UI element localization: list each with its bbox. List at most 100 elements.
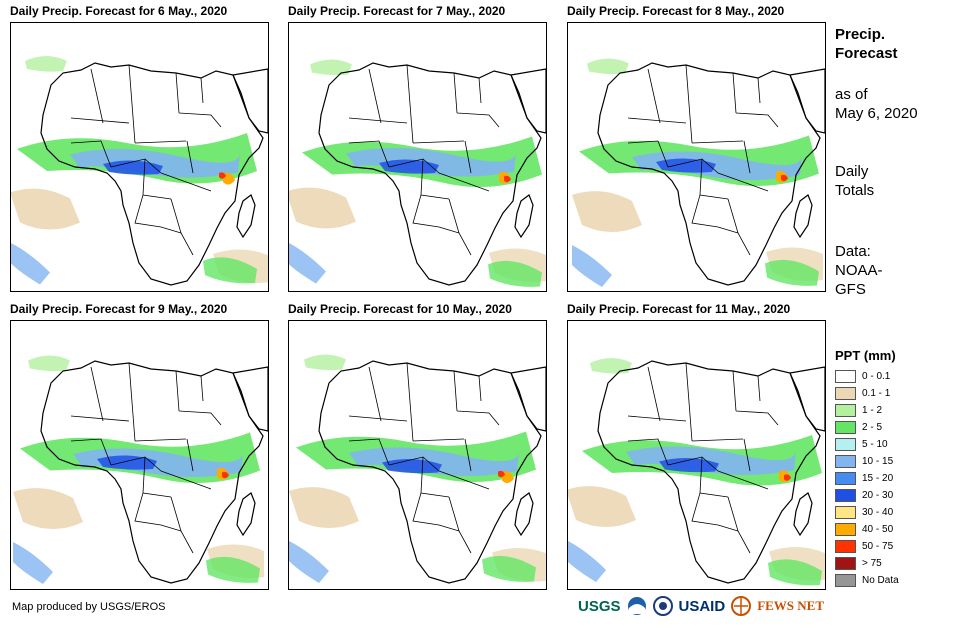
precip-area [768,559,822,586]
forecast-panel-2: Daily Precip. Forecast for 7 May., 2020 [288,4,547,292]
precip-area [13,542,53,584]
legend-item: 10 - 15 [835,453,899,470]
legend-swatch [835,557,856,570]
legend-swatch [835,455,856,468]
madagascar-coastline [793,194,813,239]
panel-title: Daily Precip. Forecast for 9 May., 2020 [10,302,228,316]
map-svg [11,56,268,286]
forecast-map [567,320,826,590]
legend-swatch [835,438,856,451]
madagascar-coastline [793,492,813,537]
precip-area [482,555,536,582]
precip-area [568,541,606,582]
precip-area [289,541,329,583]
africa-coastline [318,62,542,286]
fewsnet-logo: FEWS NET [757,598,825,613]
data-line: NOAA- [835,262,883,279]
forecast-panel-6: Daily Precip. Forecast for 11 May., 2020 [567,302,826,590]
country-borders [348,362,500,554]
arabia-coastline [789,366,825,432]
forecast-panel-5: Daily Precip. Forecast for 10 May., 2020 [288,302,547,590]
fewsnet-globe-icon [731,596,752,616]
legend-item: 1 - 2 [835,402,899,419]
country-borders [348,64,500,256]
legend-swatch [835,404,856,417]
usgs-logo: USGS [578,597,621,615]
precip-area [11,243,50,285]
forecast-panel-4: Daily Precip. Forecast for 9 May., 2020 [10,302,269,590]
legend-label: 2 - 5 [862,422,883,433]
legend-label: 0.1 - 1 [862,388,891,399]
precip-area [219,172,226,179]
forecast-map [567,22,826,292]
forecast-map [288,22,547,292]
precip-area [498,470,505,478]
legend-item: > 75 [835,555,899,572]
forecast-panel-3: Daily Precip. Forecast for 8 May., 2020 [567,4,826,292]
madagascar-coastline [514,492,534,537]
legend-item: No Data [835,572,899,589]
panel-title: Daily Precip. Forecast for 7 May., 2020 [288,4,506,18]
legend-label: 10 - 15 [862,456,894,467]
map-svg [13,355,268,584]
legend-title: PPT (mm) [835,348,896,363]
forecast-map [288,320,547,590]
precip-area [632,151,802,180]
precip-area [73,448,243,477]
precip-area [504,175,511,183]
legend-item: 20 - 30 [835,487,899,504]
sidebar-data-source: Data: NOAA- GFS [835,242,883,299]
precip-area [97,455,157,470]
arabia-coastline [510,366,546,432]
totals-line: Daily [835,163,869,180]
legend-label: 15 - 20 [862,473,894,484]
legend-swatch [835,472,856,485]
legend-swatch [835,489,856,502]
panel-title: Daily Precip. Forecast for 11 May., 2020 [567,302,791,316]
legend-item: 0 - 0.1 [835,368,899,385]
precip-area [223,172,235,185]
precip-area [502,471,514,484]
precip-area [70,148,240,178]
legend-swatch [835,387,856,400]
precip-area [488,260,542,287]
arabia-coastline [232,366,268,432]
precip-area [103,160,163,175]
legend-label: No Data [862,575,899,586]
map-credit: Map produced by USGS/EROS [12,601,166,613]
data-line: Data: [835,243,871,260]
arabia-coastline [789,68,825,134]
legend-label: 40 - 50 [862,524,894,535]
precip-area [222,471,229,479]
noaa-logo-icon [627,597,646,615]
precip-area [289,487,359,528]
precip-area [659,457,719,473]
legend-label: 30 - 40 [862,507,894,518]
country-borders [627,362,779,554]
legend-label: 50 - 75 [862,541,894,552]
precip-area [781,174,788,182]
precip-area [289,187,356,229]
africa-coastline [597,62,821,286]
title-line: Forecast [835,45,898,62]
sidebar-totals: Daily Totals [835,162,874,200]
legend-swatch [835,421,856,434]
panel-title: Daily Precip. Forecast for 8 May., 2020 [567,4,785,18]
precip-area [13,488,83,529]
precip-area [568,486,636,527]
precip-area [349,447,519,476]
legend-item: 50 - 75 [835,538,899,555]
forecast-map [10,22,269,292]
precip-area [379,159,439,174]
sidebar-title: Precip. Forecast [835,25,898,63]
country-borders [627,64,779,256]
seal-logo-icon [652,596,673,616]
map-svg [289,59,546,287]
usaid-logo: USAID [678,597,726,615]
legend-swatch [835,506,856,519]
madagascar-coastline [236,492,256,537]
precip-area [590,358,632,374]
panel-title: Daily Precip. Forecast for 6 May., 2020 [10,4,228,18]
legend-item: 2 - 5 [835,419,899,436]
precip-area [25,56,67,72]
